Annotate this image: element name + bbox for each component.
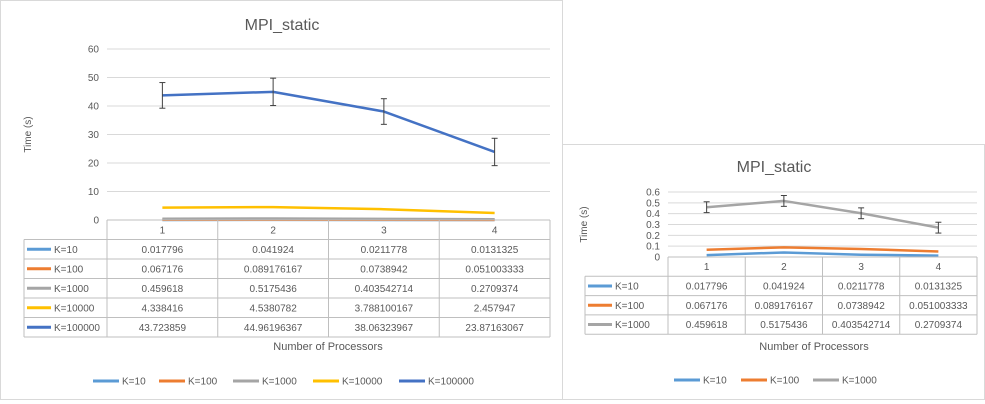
data-label: 0.0738942 <box>360 264 408 275</box>
data-label: 0.459618 <box>142 284 184 295</box>
data-label: 38.06323967 <box>355 323 414 334</box>
row-series-name: K=100 <box>54 264 84 275</box>
y-tick-label: 30 <box>88 130 100 141</box>
data-label: 0.067176 <box>142 264 184 275</box>
y-tick-label: 0.1 <box>646 242 660 253</box>
legend-item: K=100 <box>159 377 218 388</box>
y-tick-label: 0 <box>654 253 660 264</box>
legend-item: K=10000 <box>313 377 383 388</box>
data-label: 0.403542714 <box>355 284 414 295</box>
data-label: 0.0738942 <box>837 301 885 312</box>
chart-title: MPI_static <box>737 159 812 176</box>
y-tick-label: 20 <box>88 159 100 170</box>
legend-item: K=100000 <box>399 377 474 388</box>
legend-label: K=100 <box>770 376 800 387</box>
data-label: 0.041924 <box>763 281 805 292</box>
row-series-name: K=100 <box>615 301 645 312</box>
data-label: 0.2709374 <box>915 320 963 331</box>
y-axis-label: Time (s) <box>23 116 34 152</box>
data-label: 0.0131325 <box>915 281 963 292</box>
legend-item: K=1000 <box>813 376 877 387</box>
x-axis-label: Number of Processors <box>759 341 869 353</box>
y-tick-label: 60 <box>88 45 100 56</box>
x-axis-label: Number of Processors <box>273 341 383 353</box>
series-line-k10 <box>707 252 939 255</box>
data-label: 0.017796 <box>142 245 184 256</box>
legend-label: K=10000 <box>342 377 383 388</box>
y-tick-label: 50 <box>88 73 100 84</box>
x-tick-label: 3 <box>858 262 864 273</box>
y-tick-label: 40 <box>88 102 100 113</box>
y-tick-label: 0.6 <box>646 188 660 199</box>
row-series-name: K=10 <box>54 245 78 256</box>
data-label: 23.87163067 <box>465 323 524 334</box>
data-label: 0.041924 <box>252 245 294 256</box>
y-tick-label: 0.2 <box>646 231 660 242</box>
x-tick-label: 4 <box>492 225 498 236</box>
x-tick-label: 1 <box>160 225 166 236</box>
data-label: 0.459618 <box>686 320 728 331</box>
row-series-name: K=10 <box>615 281 639 292</box>
legend-label: K=100 <box>188 377 218 388</box>
legend-label: K=1000 <box>842 376 877 387</box>
row-series-name: K=100000 <box>54 323 100 334</box>
data-label: 0.5175436 <box>249 284 297 295</box>
data-label: 4.5380782 <box>249 303 297 314</box>
row-series-name: K=10000 <box>54 303 95 314</box>
y-axis-label: Time (s) <box>579 206 590 242</box>
series-line-k100 <box>707 247 939 251</box>
chart-right: MPI_static 00.10.20.30.40.50.6 Time (s) 1 2 3… <box>563 145 984 399</box>
data-label: 0.0131325 <box>471 245 519 256</box>
legend-item: K=10 <box>93 377 146 388</box>
data-label: 0.089176167 <box>755 301 814 312</box>
y-tick-label: 0.5 <box>646 198 660 209</box>
data-label: 0.0211778 <box>361 245 408 256</box>
data-label: 0.0211778 <box>838 281 885 292</box>
legend-item: K=10 <box>674 376 727 387</box>
data-label: 0.051003333 <box>909 301 968 312</box>
series-line-k1000 <box>162 219 494 220</box>
legend-label: K=100000 <box>428 377 474 388</box>
legend-label: K=1000 <box>262 377 297 388</box>
data-label: 44.96196367 <box>244 323 303 334</box>
x-tick-label: 2 <box>781 262 787 273</box>
legend-label: K=10 <box>703 376 727 387</box>
chart-title: MPI_static <box>245 17 320 34</box>
row-series-name: K=1000 <box>615 320 650 331</box>
row-series-name: K=1000 <box>54 284 89 295</box>
data-label: 0.017796 <box>686 281 728 292</box>
x-tick-label: 3 <box>381 225 387 236</box>
data-label: 0.051003333 <box>465 264 524 275</box>
y-tick-label: 10 <box>88 187 100 198</box>
data-label: 0.067176 <box>686 301 728 312</box>
data-label: 3.788100167 <box>355 303 414 314</box>
series-line-k1000 <box>707 201 939 228</box>
data-label: 0.5175436 <box>760 320 808 331</box>
data-label: 2.457947 <box>474 303 516 314</box>
series-line-k100000 <box>162 92 494 152</box>
data-label: 0.089176167 <box>244 264 303 275</box>
legend-item: K=100 <box>741 376 800 387</box>
data-label: 4.338416 <box>142 303 184 314</box>
data-label: 43.723859 <box>139 323 187 334</box>
series-line-k10000 <box>162 207 494 213</box>
x-tick-label: 2 <box>270 225 276 236</box>
y-tick-label: 0.4 <box>646 209 660 220</box>
legend-label: K=10 <box>122 377 146 388</box>
legend-item: K=1000 <box>233 377 297 388</box>
y-tick-label: 0 <box>93 216 99 227</box>
y-tick-label: 0.3 <box>646 220 660 231</box>
data-label: 0.2709374 <box>471 284 519 295</box>
x-tick-label: 1 <box>704 262 710 273</box>
x-tick-label: 4 <box>936 262 942 273</box>
data-label: 0.403542714 <box>832 320 891 331</box>
